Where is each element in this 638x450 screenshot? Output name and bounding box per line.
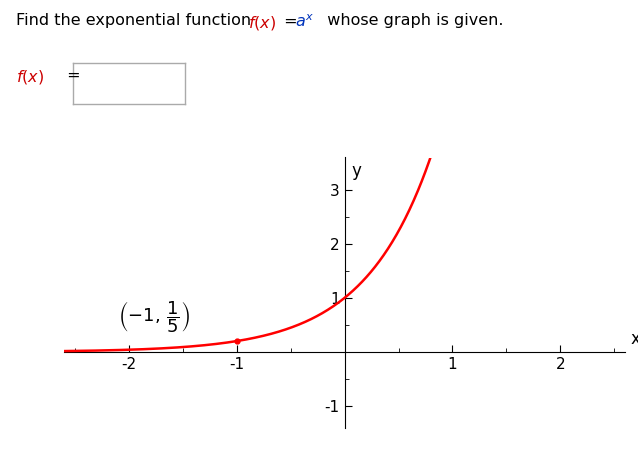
Text: Find the exponential function: Find the exponential function: [16, 14, 262, 28]
Text: =: =: [279, 14, 302, 28]
Text: $\left(-1,\,\dfrac{1}{5}\right)$: $\left(-1,\,\dfrac{1}{5}\right)$: [118, 300, 189, 335]
Text: $f(x)$: $f(x)$: [16, 68, 44, 86]
Text: whose graph is given.: whose graph is given.: [317, 14, 503, 28]
Text: =: =: [62, 68, 80, 82]
Text: x: x: [630, 329, 638, 347]
Text: $f(x)$: $f(x)$: [248, 14, 276, 32]
Text: $a^x$: $a^x$: [295, 14, 315, 30]
Text: y: y: [351, 162, 361, 180]
